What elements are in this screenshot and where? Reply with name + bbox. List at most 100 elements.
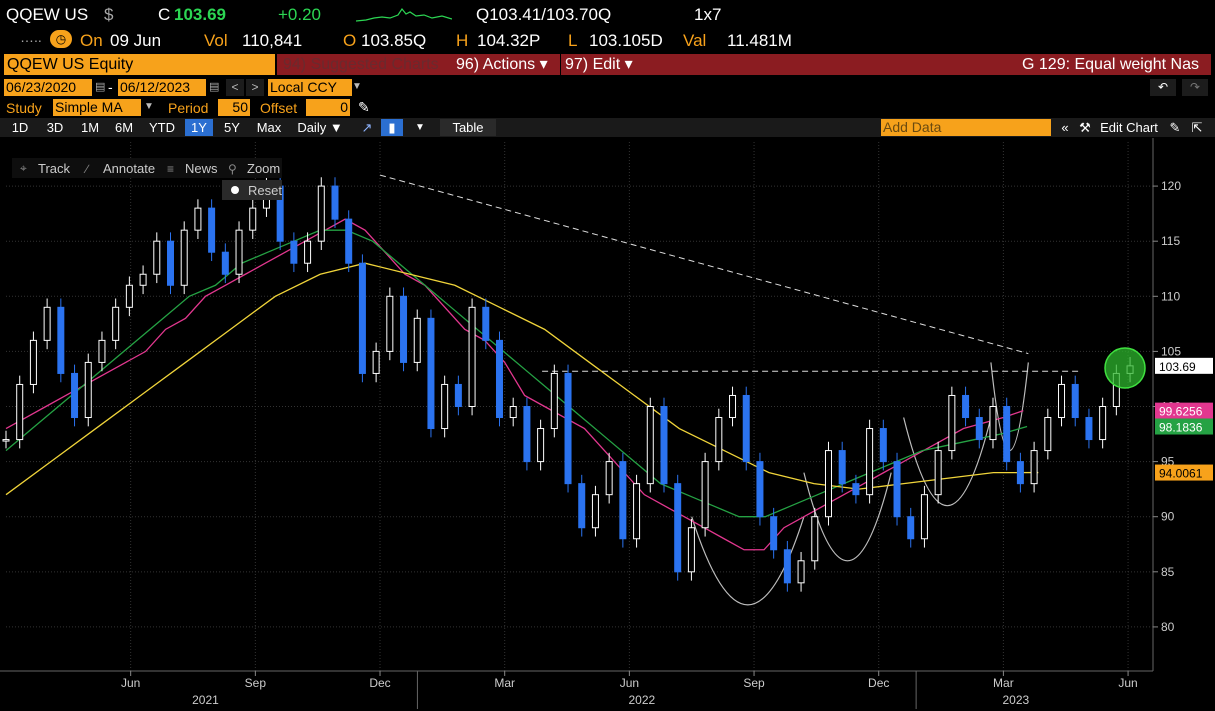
x-tick-label: Dec [868,676,889,690]
price-candle [166,240,174,286]
start-date-input[interactable]: 06/23/2020 [4,79,92,96]
reset-button[interactable] [222,180,282,200]
next-button[interactable]: > [246,79,264,96]
chevron-down-icon-2[interactable]: ▼ [144,101,154,112]
price-candle [235,229,243,275]
calendar-icon[interactable]: ▤ [95,81,106,93]
sparkline-icon [356,7,452,22]
reset-icon[interactable] [231,186,239,194]
currency-select[interactable]: Local CCY [268,79,352,96]
table-button[interactable]: Table [440,119,496,136]
period-ytd[interactable]: YTD [149,120,175,135]
edit-icon[interactable]: ✎ [1169,120,1181,135]
x-tick-label: Sep [245,676,267,690]
chart-background [0,138,1215,711]
year-label: 2023 [1003,693,1030,707]
open-label: O [343,31,357,50]
period-6m[interactable]: 6M [114,120,134,135]
price-candle [975,417,983,441]
price-candle [838,450,846,485]
high-value: 104.32P [477,31,541,50]
frequency-select[interactable]: Daily ▼ [297,120,343,135]
y-tick-label: 85 [1161,565,1175,579]
period-1m[interactable]: 1M [80,120,100,135]
period-input[interactable]: 50 [218,99,250,116]
price-candle [16,383,24,441]
period-1y[interactable]: 1Y [185,119,213,136]
price-candle [578,483,586,529]
price-candle [441,383,449,430]
price-candle [879,428,887,463]
price-candle [304,240,312,264]
badge-sma-100 [1155,418,1213,435]
cup-curve [903,417,992,506]
line-chart-icon[interactable]: ↗ [361,120,373,135]
series-sma-100 [5,229,1028,518]
price-candle [989,406,997,441]
year-label: 2021 [192,693,219,707]
news-icon[interactable]: ≡ [167,162,174,176]
study-select[interactable]: Simple MA [53,99,141,116]
price-candle [386,295,394,352]
chevron-down-icon-3[interactable]: ▼ [415,122,425,133]
period-toolbar: 1D 3D 1M 6M YTD 1Y 5Y Max Daily ▼ ↗ ▮ ▼ … [0,118,1215,137]
price-candle [824,450,832,518]
price-candle [948,394,956,452]
quote-header-row: QQEW US $ C 103.69 +0.20 Q103.41/103.70Q… [0,0,1215,26]
pencil-icon[interactable]: ✎ [358,99,370,115]
offset-label: Offset [260,100,298,116]
zoom-icon[interactable]: ⚲ [228,162,237,176]
annotate-icon[interactable]: ∕ [83,162,90,176]
price-candle [687,527,695,573]
track-button[interactable]: Track [38,161,71,176]
double-chevron-left-icon[interactable]: « [1061,120,1069,135]
quote-size: 1x7 [694,5,722,24]
price-candle [400,295,408,363]
suggested-charts-button[interactable]: 94) Suggested Charts [277,54,453,75]
offset-input[interactable]: 0 [306,99,350,116]
y-tick-label: 110 [1161,289,1180,303]
price-candle [249,207,257,231]
price-candle [125,284,133,308]
val-value: 11.481M [727,31,792,50]
price-candle [633,483,641,540]
actions-menu[interactable]: 96) Actions ▾ [452,54,560,75]
price-candle [646,406,654,485]
chevron-down-icon[interactable]: ▼ [352,81,362,92]
period-max[interactable]: Max [256,120,282,135]
zoom-button[interactable]: Zoom [247,161,280,176]
annotate-button[interactable]: Annotate [103,161,155,176]
study-row: Study Simple MA ▼ Period 50 Offset 0 ✎ [0,99,1215,118]
x-tick-label: Jun [121,676,140,690]
price-candle [372,350,380,374]
crosshair-icon[interactable]: ⌖ [20,161,27,175]
price-candle [1016,461,1024,485]
wrench-icon[interactable]: ⚒ [1079,120,1091,135]
period-3d[interactable]: 3D [46,120,64,135]
candle-chart-icon[interactable]: ▮ [381,119,403,136]
news-button[interactable]: News [185,161,218,176]
price-chart[interactable]: 80859095100105110115120 JunSepDecMarJunS… [0,138,1215,711]
price-candle [893,461,901,518]
security-field[interactable]: QQEW US Equity [4,54,275,75]
period-5y[interactable]: 5Y [224,120,240,135]
price-candle [550,372,558,430]
clock-icon[interactable]: ◷ [50,30,72,48]
edit-chart-button[interactable]: Edit Chart [1100,120,1158,135]
redo-icon[interactable]: ↷ [1182,79,1208,96]
add-data-input[interactable]: Add Data [881,119,1051,136]
reset-label[interactable]: Reset [248,183,282,198]
expand-icon[interactable]: ⇱ [1191,120,1203,135]
edit-menu[interactable]: 97) Edit ▾ [561,54,641,75]
prev-button[interactable]: < [226,79,244,96]
period-1d[interactable]: 1D [11,120,29,135]
calendar-icon-2[interactable]: ▤ [209,81,220,93]
badge-label: 103.69 [1159,360,1196,374]
end-date-input[interactable]: 06/12/2023 [118,79,206,96]
price-candle [1044,417,1052,452]
undo-icon[interactable]: ↶ [1150,79,1176,96]
ticker[interactable]: QQEW US [6,5,89,24]
vol-value: 110,841 [242,31,303,50]
price-candle [537,428,545,463]
y-tick-label: 105 [1161,344,1181,358]
